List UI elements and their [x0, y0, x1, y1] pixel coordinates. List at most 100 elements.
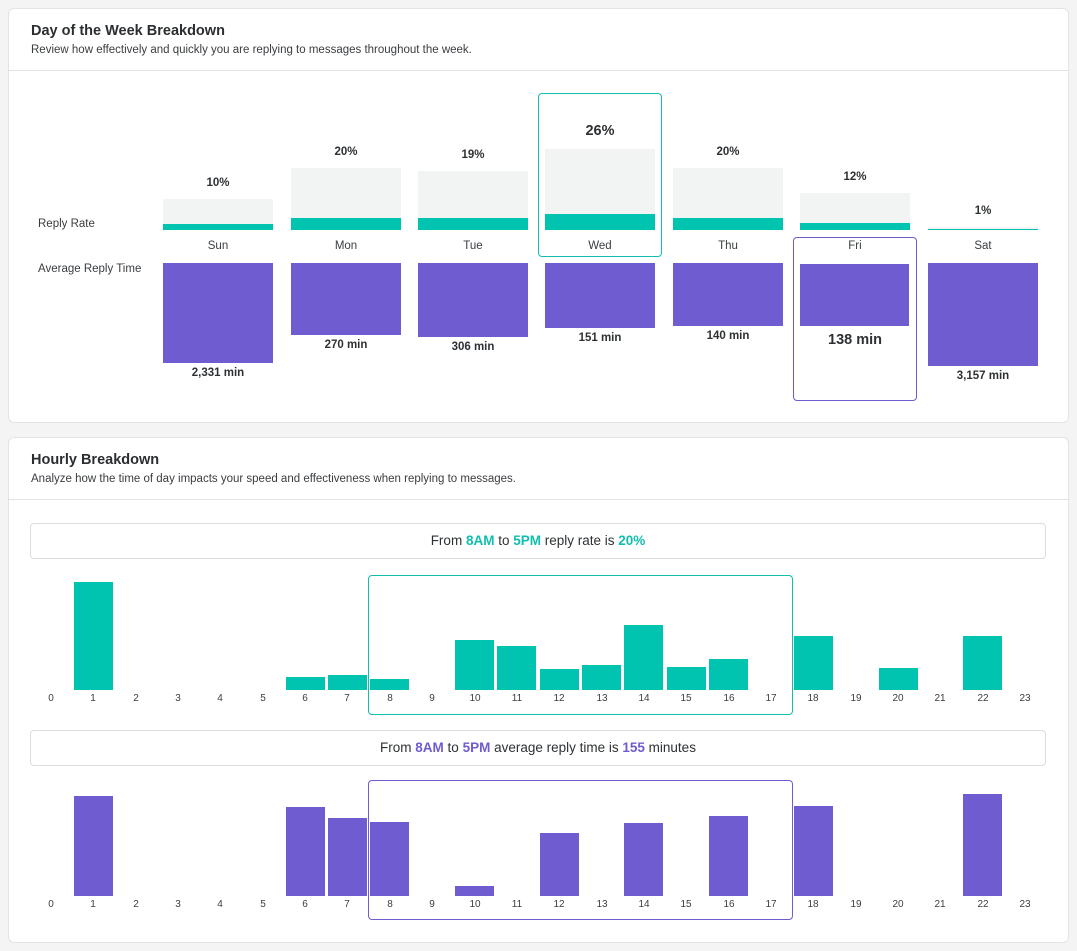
summary-prefix: From — [430, 533, 466, 548]
hourly-header: Hourly Breakdown Analyze how the time of… — [9, 438, 1068, 500]
average-reply-time-value: 3,157 min — [956, 370, 1010, 382]
hour-label-17: 17 — [765, 693, 777, 704]
hour-bar-7 — [328, 675, 367, 690]
summary-start-time: 8AM — [415, 740, 444, 755]
reply-rate-track — [928, 227, 1038, 230]
summary-middle-text: reply rate is — [540, 533, 619, 548]
hourly-card: Hourly Breakdown Analyze how the time of… — [8, 437, 1069, 943]
average-reply-time-bar — [418, 263, 528, 337]
hour-bar-13 — [582, 665, 621, 690]
day-name-sun: Sun — [207, 240, 229, 252]
average-reply-time-bar — [291, 263, 401, 335]
hour-label-10: 10 — [469, 693, 481, 704]
reply-rate-bar — [800, 223, 910, 230]
hour-label-12: 12 — [553, 899, 565, 910]
summary-prefix: From — [380, 740, 416, 755]
summary-to: to — [494, 533, 514, 548]
average-reply-time-value: 270 min — [324, 339, 368, 351]
hour-label-13: 13 — [596, 693, 608, 704]
summary-reply-rate-value: 20% — [618, 533, 646, 548]
reply-rate-value: 26% — [585, 123, 615, 139]
hour-bar-22 — [963, 794, 1002, 896]
hour-bar-8 — [370, 679, 409, 690]
hour-label-1: 1 — [90, 693, 96, 704]
day-of-week-title: Day of the Week Breakdown — [31, 23, 225, 39]
hour-label-18: 18 — [807, 693, 819, 704]
hour-label-22: 22 — [977, 693, 989, 704]
average-reply-time-value: 2,331 min — [191, 367, 245, 379]
hour-bar-14 — [624, 823, 663, 896]
day-of-week-subtitle: Review how effectively and quickly you a… — [31, 44, 472, 56]
hour-label-23: 23 — [1019, 693, 1031, 704]
hour-bar-6 — [286, 677, 325, 690]
hour-bar-11 — [497, 646, 536, 690]
hour-label-21: 21 — [934, 899, 946, 910]
summary-end-time: 5PM — [513, 533, 541, 548]
reply-rate-bar — [545, 214, 655, 230]
day-name-wed: Wed — [588, 240, 612, 252]
hour-label-2: 2 — [133, 899, 139, 910]
hour-bar-12 — [540, 833, 579, 896]
hour-bar-1 — [74, 796, 113, 896]
hour-bar-6 — [286, 807, 325, 896]
hour-label-13: 13 — [596, 899, 608, 910]
average-reply-time-label: Average Reply Time — [38, 263, 142, 275]
hour-label-10: 10 — [469, 899, 481, 910]
hour-bar-16 — [709, 816, 748, 896]
hour-label-21: 21 — [934, 693, 946, 704]
hour-bar-18 — [794, 636, 833, 690]
hour-label-3: 3 — [175, 899, 181, 910]
hour-label-7: 7 — [344, 899, 350, 910]
hour-label-1: 1 — [90, 899, 96, 910]
reply-rate-value: 20% — [334, 146, 358, 158]
hour-label-9: 9 — [429, 693, 435, 704]
hour-label-4: 4 — [217, 899, 223, 910]
hour-label-16: 16 — [723, 693, 735, 704]
hour-label-11: 11 — [511, 899, 523, 910]
reply-rate-bar — [163, 224, 273, 230]
hourly-title: Hourly Breakdown — [31, 452, 160, 468]
hour-label-0: 0 — [48, 899, 54, 910]
average-reply-time-value: 151 min — [578, 332, 622, 344]
hour-bar-14 — [624, 625, 663, 690]
day-name-mon: Mon — [334, 240, 358, 252]
hour-bar-10 — [455, 886, 494, 896]
hour-bar-10 — [455, 640, 494, 690]
hour-label-17: 17 — [765, 899, 777, 910]
day-highlight-wed — [538, 93, 662, 257]
day-name-sat: Sat — [974, 240, 992, 252]
hour-label-11: 11 — [511, 693, 523, 704]
reply-rate-value: 12% — [843, 171, 867, 183]
hour-bar-18 — [794, 806, 833, 896]
day-time-highlight-fri — [793, 237, 917, 401]
hour-label-6: 6 — [302, 693, 308, 704]
hour-label-19: 19 — [850, 899, 862, 910]
reply-rate-value: 1% — [974, 205, 992, 217]
day-name-fri: Fri — [848, 240, 862, 252]
hour-bar-15 — [667, 667, 706, 690]
hour-label-12: 12 — [553, 693, 565, 704]
average-reply-time-bar — [673, 263, 783, 326]
hour-label-0: 0 — [48, 693, 54, 704]
reply-rate-value: 20% — [716, 146, 740, 158]
hour-label-22: 22 — [977, 899, 989, 910]
average-reply-time-bar — [163, 263, 273, 363]
hour-label-18: 18 — [807, 899, 819, 910]
reply-rate-bar — [928, 229, 1038, 230]
hourly-subtitle: Analyze how the time of day impacts your… — [31, 473, 516, 485]
hour-label-9: 9 — [429, 899, 435, 910]
hour-label-16: 16 — [723, 899, 735, 910]
hour-label-5: 5 — [260, 693, 266, 704]
hour-label-15: 15 — [680, 899, 692, 910]
reply-rate-value: 10% — [206, 177, 230, 189]
summary-reply-time-value: 155 — [622, 740, 645, 755]
hour-label-7: 7 — [344, 693, 350, 704]
hour-label-8: 8 — [387, 693, 393, 704]
hour-label-20: 20 — [892, 899, 904, 910]
hour-label-15: 15 — [680, 693, 692, 704]
hour-label-23: 23 — [1019, 899, 1031, 910]
average-reply-time-bar — [800, 264, 909, 326]
hour-label-8: 8 — [387, 899, 393, 910]
hour-bar-16 — [709, 659, 748, 690]
summary-end-time: 5PM — [462, 740, 491, 755]
